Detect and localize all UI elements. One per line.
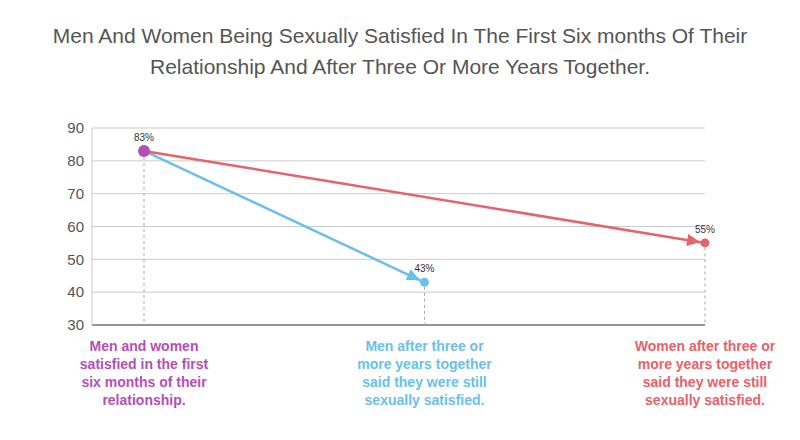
svg-text:70: 70 <box>67 185 84 202</box>
svg-text:Men and womensatisfied in the: Men and womensatisfied in the firstsix m… <box>80 338 209 408</box>
svg-text:90: 90 <box>67 119 84 136</box>
svg-text:55%: 55% <box>695 224 715 235</box>
svg-text:30: 30 <box>67 316 84 333</box>
svg-text:50: 50 <box>67 251 84 268</box>
svg-text:Men after three ormore years t: Men after three ormore years togethersai… <box>357 338 492 408</box>
svg-text:80: 80 <box>67 152 84 169</box>
svg-text:43%: 43% <box>414 263 434 274</box>
svg-text:Women after three ormore years: Women after three ormore years togethers… <box>635 338 776 408</box>
svg-text:60: 60 <box>67 218 84 235</box>
html-text:Men And Women Being Sexually S: Men And Women Being Sexually Satisfied I… <box>52 24 748 78</box>
svg-text:40: 40 <box>67 283 84 300</box>
svg-text:83%: 83% <box>134 132 154 143</box>
